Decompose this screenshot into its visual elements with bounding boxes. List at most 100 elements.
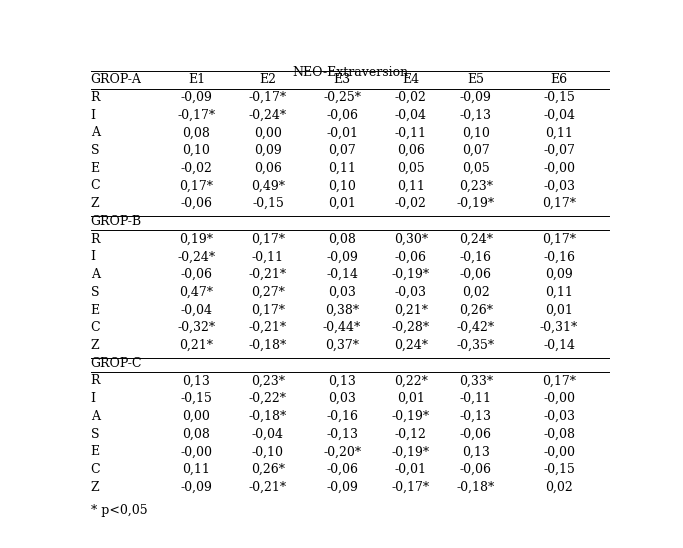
Text: NEO-Extraversion: NEO-Extraversion [292, 66, 408, 78]
Text: -0,01: -0,01 [326, 126, 358, 139]
Text: -0,22*: -0,22* [249, 392, 287, 405]
Text: 0,08: 0,08 [328, 233, 356, 246]
Text: C: C [91, 463, 100, 476]
Text: -0,15: -0,15 [180, 392, 212, 405]
Text: 0,03: 0,03 [328, 392, 356, 405]
Text: 0,17*: 0,17* [542, 233, 576, 246]
Text: -0,11: -0,11 [252, 250, 284, 264]
Text: R: R [91, 374, 100, 387]
Text: E: E [91, 162, 100, 175]
Text: 0,10: 0,10 [182, 144, 210, 157]
Text: -0,21*: -0,21* [249, 268, 287, 281]
Text: 0,49*: 0,49* [251, 180, 285, 192]
Text: 0,26*: 0,26* [459, 304, 492, 317]
Text: -0,18*: -0,18* [249, 339, 287, 352]
Text: I: I [91, 250, 96, 264]
Text: E: E [91, 304, 100, 317]
Text: -0,17*: -0,17* [249, 91, 287, 104]
Text: 0,00: 0,00 [182, 410, 210, 423]
Text: -0,09: -0,09 [180, 91, 212, 104]
Text: -0,15: -0,15 [543, 91, 575, 104]
Text: -0,06: -0,06 [326, 109, 358, 122]
Text: 0,06: 0,06 [397, 144, 425, 157]
Text: -0,21*: -0,21* [249, 481, 287, 494]
Text: R: R [91, 91, 100, 104]
Text: I: I [91, 392, 96, 405]
Text: 0,37*: 0,37* [325, 339, 359, 352]
Text: -0,06: -0,06 [326, 463, 358, 476]
Text: -0,13: -0,13 [326, 427, 358, 441]
Text: 0,09: 0,09 [254, 144, 282, 157]
Text: 0,05: 0,05 [462, 162, 490, 175]
Text: -0,04: -0,04 [543, 109, 575, 122]
Text: -0,35*: -0,35* [457, 339, 494, 352]
Text: -0,20*: -0,20* [323, 446, 361, 458]
Text: 0,47*: 0,47* [180, 286, 214, 299]
Text: -0,00: -0,00 [543, 446, 575, 458]
Text: E4: E4 [402, 73, 419, 86]
Text: E2: E2 [260, 73, 277, 86]
Text: -0,19*: -0,19* [457, 197, 494, 210]
Text: -0,24*: -0,24* [249, 109, 287, 122]
Text: 0,23*: 0,23* [251, 374, 285, 387]
Text: 0,11: 0,11 [182, 463, 210, 476]
Text: -0,09: -0,09 [180, 481, 212, 494]
Text: -0,18*: -0,18* [249, 410, 287, 423]
Text: * p<0,05: * p<0,05 [91, 504, 148, 517]
Text: E3: E3 [333, 73, 350, 86]
Text: -0,07: -0,07 [543, 144, 575, 157]
Text: -0,19*: -0,19* [392, 446, 430, 458]
Text: 0,13: 0,13 [182, 374, 210, 387]
Text: 0,22*: 0,22* [394, 374, 428, 387]
Text: 0,27*: 0,27* [251, 286, 285, 299]
Text: 0,24*: 0,24* [394, 339, 428, 352]
Text: -0,06: -0,06 [460, 463, 492, 476]
Text: S: S [91, 286, 99, 299]
Text: 0,10: 0,10 [462, 126, 490, 139]
Text: -0,11: -0,11 [395, 126, 427, 139]
Text: -0,08: -0,08 [543, 427, 575, 441]
Text: -0,01: -0,01 [395, 463, 427, 476]
Text: 0,21*: 0,21* [394, 304, 428, 317]
Text: GROP-A: GROP-A [91, 73, 141, 86]
Text: -0,19*: -0,19* [392, 410, 430, 423]
Text: C: C [91, 180, 100, 192]
Text: -0,02: -0,02 [180, 162, 212, 175]
Text: 0,11: 0,11 [328, 162, 356, 175]
Text: 0,17*: 0,17* [542, 374, 576, 387]
Text: 0,38*: 0,38* [325, 304, 359, 317]
Text: -0,06: -0,06 [460, 268, 492, 281]
Text: 0,17*: 0,17* [542, 197, 576, 210]
Text: -0,06: -0,06 [180, 197, 212, 210]
Text: -0,16: -0,16 [543, 250, 575, 264]
Text: 0,13: 0,13 [328, 374, 356, 387]
Text: 0,17*: 0,17* [251, 304, 285, 317]
Text: -0,16: -0,16 [326, 410, 358, 423]
Text: E6: E6 [550, 73, 568, 86]
Text: -0,13: -0,13 [460, 410, 492, 423]
Text: -0,14: -0,14 [543, 339, 575, 352]
Text: C: C [91, 321, 100, 334]
Text: 0,01: 0,01 [545, 304, 573, 317]
Text: E: E [91, 446, 100, 458]
Text: 0,07: 0,07 [462, 144, 490, 157]
Text: 0,01: 0,01 [397, 392, 425, 405]
Text: -0,25*: -0,25* [323, 91, 361, 104]
Text: Z: Z [91, 197, 99, 210]
Text: Z: Z [91, 481, 99, 494]
Text: -0,44*: -0,44* [323, 321, 361, 334]
Text: -0,04: -0,04 [180, 304, 212, 317]
Text: 0,06: 0,06 [254, 162, 282, 175]
Text: E5: E5 [467, 73, 484, 86]
Text: -0,16: -0,16 [460, 250, 492, 264]
Text: -0,00: -0,00 [543, 162, 575, 175]
Text: 0,01: 0,01 [328, 197, 356, 210]
Text: 0,11: 0,11 [545, 286, 573, 299]
Text: -0,04: -0,04 [395, 109, 427, 122]
Text: 0,02: 0,02 [545, 481, 573, 494]
Text: 0,17*: 0,17* [180, 180, 214, 192]
Text: A: A [91, 268, 100, 281]
Text: S: S [91, 427, 99, 441]
Text: 0,23*: 0,23* [459, 180, 492, 192]
Text: -0,06: -0,06 [460, 427, 492, 441]
